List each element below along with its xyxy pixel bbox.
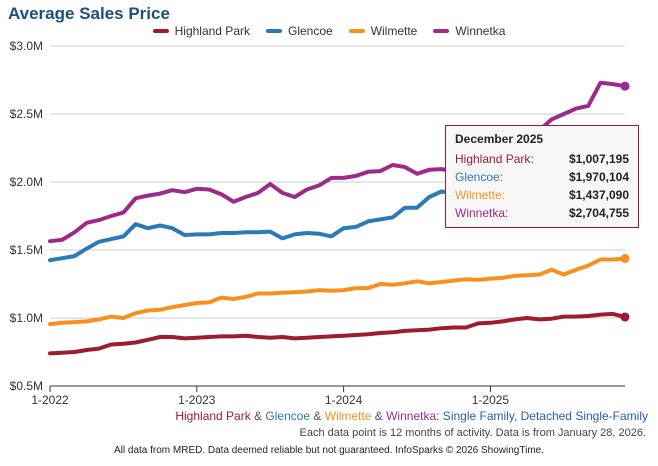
x-tick-label: 1-2025 <box>472 393 510 407</box>
subtitle-part: : Single Family, Detached Single-Family <box>436 409 648 423</box>
subtitle-part: Wilmette <box>324 409 372 423</box>
legend-item-winnetka[interactable]: Winnetka <box>433 22 505 40</box>
y-tick-label: $2.5M <box>10 107 43 121</box>
subtitle-part: & <box>310 409 325 423</box>
legend-item-glencoe[interactable]: Glencoe <box>265 22 333 40</box>
y-tick-label: $1.5M <box>10 243 43 257</box>
tooltip-row-glencoe: Glencoe: $1,970,104 <box>455 168 629 186</box>
subtitle-part: Winnetka <box>386 409 437 423</box>
x-tick-label: 1-2023 <box>178 393 216 407</box>
series-line-highland-park[interactable] <box>48 311 627 356</box>
y-tick-label: $2.0M <box>10 175 43 189</box>
legend-swatch-winnetka <box>433 29 450 33</box>
tooltip: December 2025 Highland Park: $1,007,195 … <box>445 125 639 228</box>
axes: $0.5M $1.0M $1.5M $2.0M $2.5M $3.0M 1-2022 1-20… <box>10 39 625 407</box>
chart-subtitle: Highland Park & Glencoe & Wilmette & Win… <box>175 409 648 423</box>
subtitle-part: & <box>371 409 387 423</box>
subtitle-part: & <box>250 409 266 423</box>
series-endpoint-highland-park[interactable] <box>620 312 630 322</box>
tooltip-row-highland-park: Highland Park: $1,007,195 <box>455 150 629 168</box>
series-endpoint-winnetka[interactable] <box>620 81 630 91</box>
series-endpoint-wilmette[interactable] <box>620 254 630 264</box>
legend-label-winnetka: Winnetka <box>455 24 506 38</box>
x-tick-label: 1-2024 <box>325 393 363 407</box>
tooltip-value: $2,704,755 <box>568 206 629 220</box>
legend-label-wilmette: Wilmette <box>370 24 418 38</box>
y-tick-label: $3.0M <box>10 39 43 53</box>
data-note: Each data point is 12 months of activity… <box>299 427 646 439</box>
subtitle-part: Glencoe <box>265 409 311 423</box>
legend-item-highland-park[interactable]: Highland Park <box>152 22 250 40</box>
tooltip-label: Winnetka: <box>455 206 509 220</box>
tooltip-label: Highland Park: <box>455 152 534 166</box>
legend: Highland Park Glencoe Wilmette Winnetka <box>0 22 658 40</box>
y-tick-label: $0.5M <box>10 379 43 393</box>
tooltip-label: Wilmette: <box>455 188 506 202</box>
footer-credits: All data from MRED. Data deemed reliable… <box>113 445 544 456</box>
tooltip-value: $1,007,195 <box>568 152 629 166</box>
tooltip-label: Glencoe: <box>455 170 504 184</box>
x-tick-label: 1-2022 <box>31 393 69 407</box>
legend-swatch-highland-park <box>152 29 169 33</box>
chart-title: Average Sales Price <box>8 4 170 23</box>
tooltip-row-wilmette: Wilmette: $1,437,090 <box>455 186 629 204</box>
legend-swatch-glencoe <box>265 29 282 33</box>
tooltip-row-winnetka: Winnetka: $2,704,755 <box>455 204 629 222</box>
legend-label-highland-park: Highland Park <box>174 24 250 38</box>
tooltip-value: $1,437,090 <box>568 188 629 202</box>
legend-item-wilmette[interactable]: Wilmette <box>348 22 418 40</box>
legend-label-glencoe: Glencoe <box>287 24 333 38</box>
tooltip-title: December 2025 <box>455 132 544 146</box>
tooltip-value: $1,970,104 <box>568 170 629 184</box>
y-tick-label: $1.0M <box>10 311 43 325</box>
series-line-wilmette[interactable] <box>48 256 627 327</box>
subtitle-part: Highland Park <box>175 409 251 423</box>
legend-swatch-wilmette <box>348 29 365 33</box>
